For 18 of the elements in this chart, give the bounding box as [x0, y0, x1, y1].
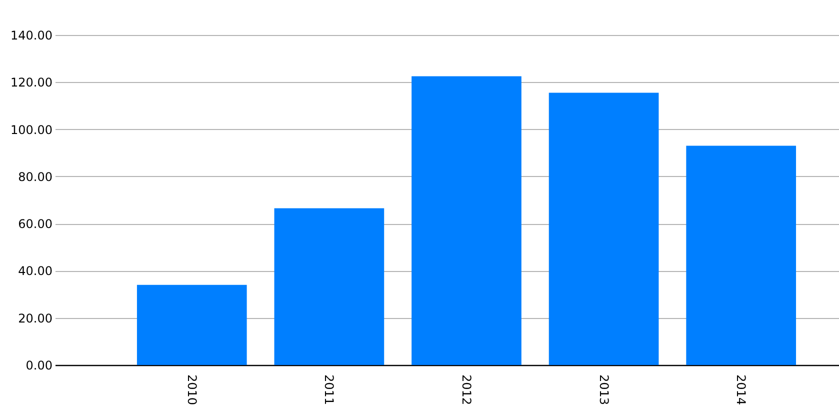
x-tick-label: 2013 [596, 374, 611, 406]
y-tick-label: 120.00 [10, 76, 52, 90]
bar [412, 76, 522, 365]
y-tick-label: 60.00 [18, 217, 52, 232]
bar [274, 208, 384, 365]
y-tick-label: 100.00 [10, 122, 52, 137]
bar [548, 92, 659, 365]
bar [136, 284, 247, 365]
x-tick-label: 2011 [322, 374, 336, 406]
y-tick-label: 140.00 [10, 28, 52, 42]
x-tick-label: 2010 [184, 374, 199, 406]
y-tick-label: 0.00 [26, 358, 52, 372]
y-tick-label: 20.00 [18, 311, 52, 326]
y-tick-label: 40.00 [18, 264, 52, 278]
x-tick-label: 2014 [734, 374, 748, 406]
y-tick-label: 80.00 [18, 170, 52, 184]
bar [686, 146, 796, 365]
x-tick-label: 2012 [459, 374, 474, 406]
